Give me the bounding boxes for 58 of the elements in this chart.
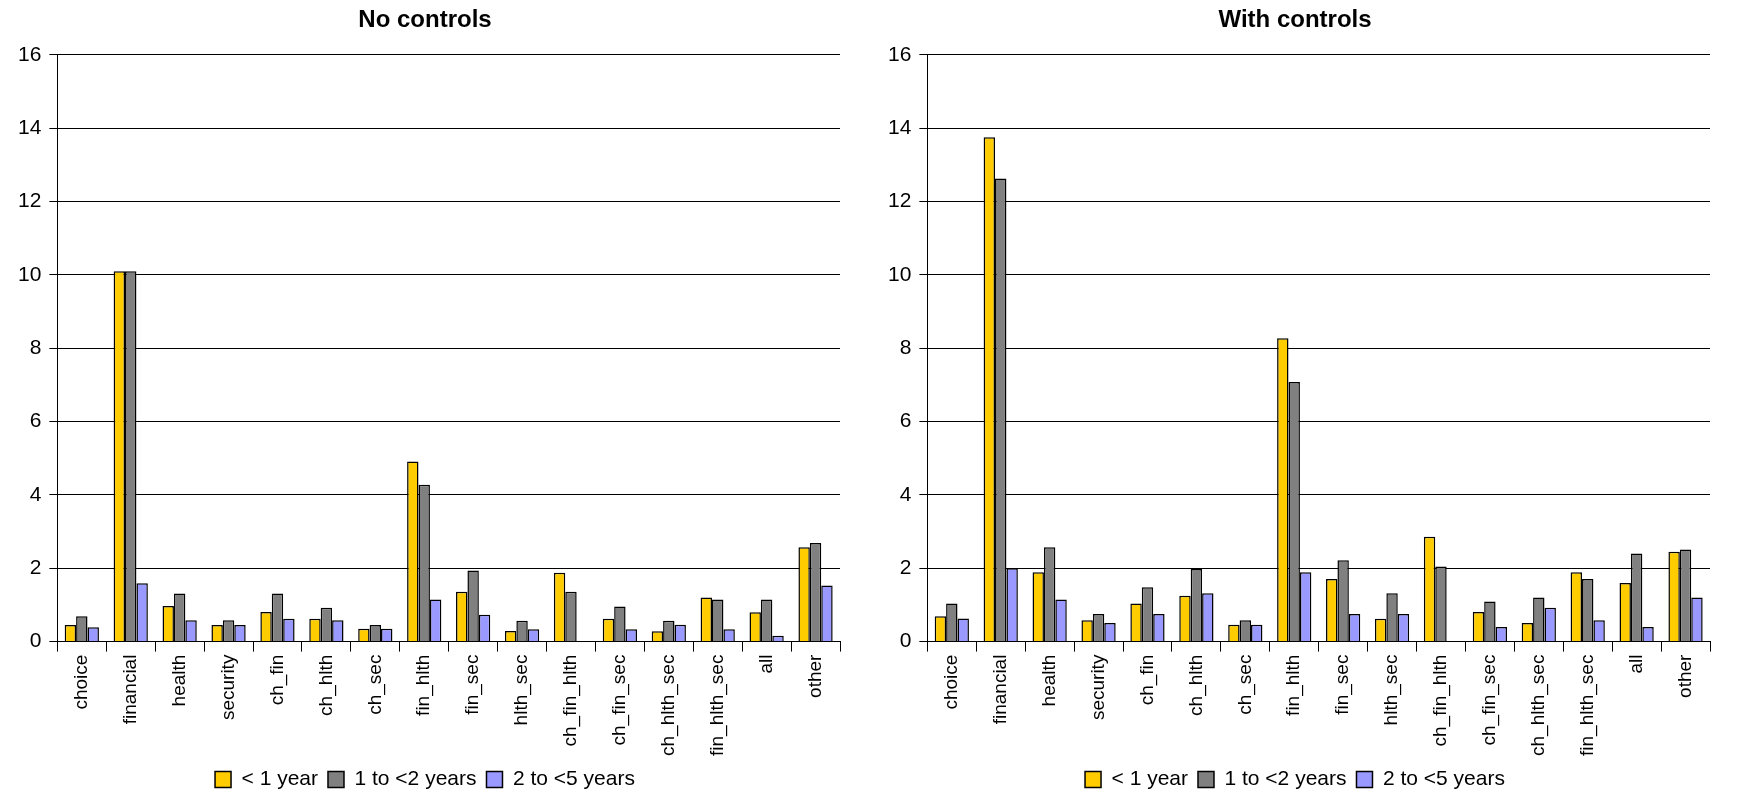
x-tick-label: ch_fin bbox=[265, 654, 288, 706]
x-tick-label: ch_fin_hlth bbox=[559, 654, 582, 747]
x-tick-label: ch_hlth bbox=[1184, 654, 1207, 716]
legend-label: 2 to <5 years bbox=[1382, 766, 1505, 790]
y-tick-label: 12 bbox=[18, 188, 42, 212]
x-tick-label: all bbox=[754, 654, 776, 674]
x-tick-label: ch_sec bbox=[1233, 654, 1256, 715]
x-tick-label: ch_hlth_sec bbox=[657, 654, 680, 756]
x-tick-label: ch_fin_sec bbox=[1478, 654, 1501, 746]
x-tick-label: ch_fin_hlth bbox=[1429, 654, 1452, 747]
y-tick-label: 10 bbox=[888, 261, 912, 285]
x-tick-label: other bbox=[1673, 653, 1695, 698]
y-tick-label: 6 bbox=[899, 408, 912, 432]
x-tick-label: ch_hlth bbox=[314, 654, 337, 716]
y-tick-label: 2 bbox=[899, 555, 912, 579]
x-tick-label: fin_hlth bbox=[412, 654, 435, 716]
x-tick-label: all bbox=[1624, 654, 1646, 674]
x-tick-label: financial bbox=[118, 654, 140, 725]
x-tick-label: security bbox=[1086, 654, 1108, 721]
y-tick-label: 2 bbox=[29, 555, 42, 579]
y-tick-label: 4 bbox=[899, 481, 912, 505]
x-tick-label: hlth_sec bbox=[1380, 654, 1403, 726]
x-tick-label: fin_sec bbox=[1331, 654, 1354, 715]
x-tick-label: choice bbox=[940, 654, 962, 710]
x-tick-label: fin_hlth_sec bbox=[705, 654, 728, 756]
y-tick-label: 0 bbox=[899, 628, 912, 652]
y-tick-label: 8 bbox=[29, 335, 42, 358]
y-tick-label: 0 bbox=[29, 628, 42, 652]
y-tick-label: 16 bbox=[888, 41, 912, 65]
legend-label: 2 to <5 years bbox=[512, 766, 635, 790]
x-tick-label: hlth_sec bbox=[510, 654, 533, 726]
x-tick-label: ch_hlth_sec bbox=[1527, 654, 1550, 756]
legend-label: 1 to <2 years bbox=[1224, 766, 1347, 790]
x-tick-label: ch_sec bbox=[363, 654, 386, 715]
y-tick-label: 8 bbox=[899, 335, 912, 358]
x-tick-label: fin_sec bbox=[461, 654, 484, 715]
x-tick-label: ch_fin_sec bbox=[608, 654, 631, 746]
legend-label: < 1 year bbox=[1111, 766, 1188, 790]
legend-label: < 1 year bbox=[241, 766, 318, 790]
chart-title: No controls bbox=[358, 5, 492, 33]
x-tick-label: fin_hlth_sec bbox=[1575, 654, 1598, 756]
chart-title: With controls bbox=[1218, 5, 1372, 33]
legend-label: 1 to <2 years bbox=[354, 766, 477, 790]
x-tick-label: ch_fin bbox=[1135, 654, 1158, 706]
x-tick-label: other bbox=[803, 653, 825, 698]
y-tick-label: 12 bbox=[888, 188, 912, 212]
y-tick-label: 14 bbox=[18, 114, 42, 138]
y-tick-label: 4 bbox=[29, 481, 42, 505]
x-tick-label: health bbox=[167, 654, 189, 707]
y-tick-label: 6 bbox=[29, 408, 42, 432]
y-tick-label: 10 bbox=[18, 261, 42, 285]
y-tick-label: 16 bbox=[18, 41, 42, 65]
x-tick-label: financial bbox=[988, 654, 1010, 725]
y-tick-label: 14 bbox=[888, 114, 912, 138]
x-tick-label: fin_hlth bbox=[1282, 654, 1305, 716]
x-tick-label: health bbox=[1037, 654, 1059, 707]
x-tick-label: security bbox=[216, 654, 238, 721]
x-tick-label: choice bbox=[70, 654, 92, 710]
